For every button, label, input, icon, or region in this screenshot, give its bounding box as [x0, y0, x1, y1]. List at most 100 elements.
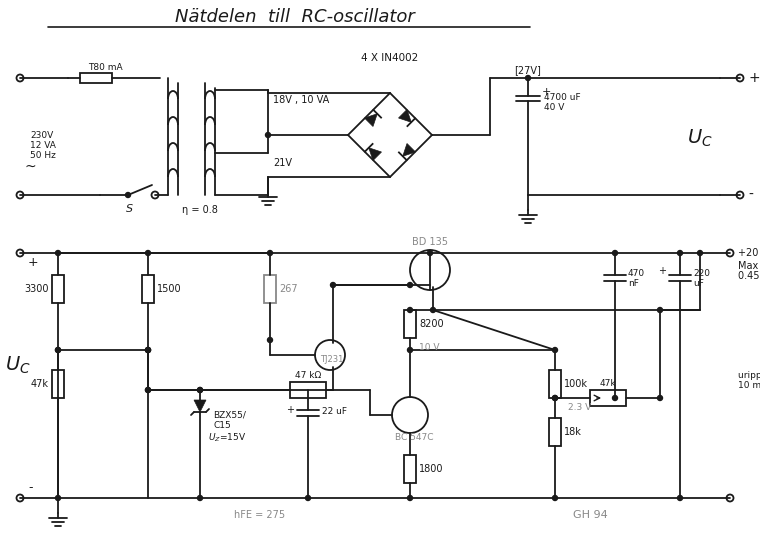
- Text: 0.45 A: 0.45 A: [738, 271, 760, 281]
- Text: 267: 267: [279, 284, 298, 294]
- Text: 47k: 47k: [600, 380, 616, 388]
- Text: 230V: 230V: [30, 130, 53, 140]
- Bar: [549, 418, 561, 446]
- Circle shape: [268, 250, 273, 256]
- Text: +20 V: +20 V: [738, 248, 760, 258]
- Text: ~: ~: [25, 160, 36, 174]
- Bar: [264, 275, 276, 303]
- Text: +: +: [748, 71, 760, 85]
- Text: 22 uF: 22 uF: [322, 407, 347, 416]
- Text: Max: Max: [738, 261, 758, 271]
- Circle shape: [306, 496, 311, 501]
- Text: 18V , 10 VA: 18V , 10 VA: [273, 95, 329, 105]
- Circle shape: [407, 282, 413, 287]
- Circle shape: [657, 395, 663, 401]
- Circle shape: [407, 348, 413, 352]
- Circle shape: [553, 496, 558, 501]
- Circle shape: [145, 388, 150, 393]
- Circle shape: [55, 250, 61, 256]
- Bar: [404, 310, 416, 338]
- Circle shape: [677, 496, 682, 501]
- Text: +: +: [286, 405, 294, 415]
- Text: BC 547C: BC 547C: [394, 433, 433, 441]
- Circle shape: [427, 250, 432, 256]
- Circle shape: [198, 496, 202, 501]
- Polygon shape: [194, 400, 206, 412]
- Text: 4700 uF: 4700 uF: [544, 93, 581, 103]
- Text: +: +: [28, 256, 39, 269]
- Text: 220: 220: [693, 268, 710, 277]
- Circle shape: [145, 348, 150, 352]
- Text: hFE = 275: hFE = 275: [234, 510, 286, 520]
- Circle shape: [657, 307, 663, 313]
- Circle shape: [698, 250, 702, 256]
- Circle shape: [553, 348, 558, 352]
- Text: 8200: 8200: [419, 319, 444, 329]
- Text: BD 135: BD 135: [412, 237, 448, 247]
- Text: Nätdelen  till  RC-oscillator: Nätdelen till RC-oscillator: [175, 8, 415, 26]
- Bar: [549, 370, 561, 398]
- Circle shape: [677, 250, 682, 256]
- Bar: [142, 275, 154, 303]
- Circle shape: [613, 250, 617, 256]
- Text: $U_C$: $U_C$: [687, 128, 713, 149]
- Circle shape: [268, 338, 273, 343]
- Circle shape: [145, 250, 150, 256]
- Text: -: -: [28, 482, 33, 495]
- Text: 1500: 1500: [157, 284, 182, 294]
- Text: 18k: 18k: [564, 427, 582, 437]
- Text: 2.3 V: 2.3 V: [568, 403, 591, 413]
- Circle shape: [553, 395, 558, 401]
- Text: C15: C15: [213, 421, 231, 431]
- Text: 40 V: 40 V: [544, 104, 565, 112]
- Polygon shape: [403, 143, 416, 156]
- Circle shape: [553, 395, 558, 401]
- Text: $U_C$: $U_C$: [5, 355, 31, 376]
- Circle shape: [613, 395, 617, 401]
- Text: 10 mV: 10 mV: [738, 381, 760, 389]
- Text: -: -: [748, 188, 753, 202]
- Text: uF: uF: [693, 279, 704, 287]
- Polygon shape: [369, 148, 382, 161]
- Text: 100k: 100k: [564, 379, 588, 389]
- Text: 12 VA: 12 VA: [30, 141, 56, 149]
- Circle shape: [430, 307, 435, 313]
- Bar: [52, 370, 64, 398]
- Text: S: S: [126, 204, 134, 214]
- Circle shape: [265, 132, 271, 137]
- Circle shape: [55, 348, 61, 352]
- Text: nF: nF: [628, 279, 639, 287]
- Bar: [404, 455, 416, 483]
- Circle shape: [525, 75, 530, 80]
- Text: 47k: 47k: [31, 379, 49, 389]
- Polygon shape: [365, 113, 377, 127]
- Text: 4 X IN4002: 4 X IN4002: [361, 53, 419, 63]
- Text: 21V: 21V: [273, 158, 292, 168]
- Bar: [52, 275, 64, 303]
- Text: TJ231: TJ231: [320, 356, 344, 364]
- Circle shape: [145, 348, 150, 352]
- Circle shape: [55, 496, 61, 501]
- Text: T80 mA: T80 mA: [87, 62, 122, 72]
- Circle shape: [198, 388, 202, 393]
- Text: GH 94: GH 94: [572, 510, 607, 520]
- Text: [27V]: [27V]: [515, 65, 541, 75]
- Text: +: +: [542, 87, 551, 97]
- Text: 470: 470: [628, 268, 645, 277]
- Circle shape: [55, 348, 61, 352]
- Circle shape: [331, 282, 335, 287]
- Text: BZX55/: BZX55/: [213, 411, 246, 420]
- Text: $U_Z$=15V: $U_Z$=15V: [208, 432, 246, 444]
- Circle shape: [145, 348, 150, 352]
- Circle shape: [145, 388, 150, 393]
- Circle shape: [198, 388, 202, 393]
- Text: 10 V: 10 V: [419, 344, 439, 352]
- Bar: [80, 73, 112, 83]
- Text: 1800: 1800: [419, 464, 444, 474]
- Bar: [290, 382, 326, 398]
- Text: 3300: 3300: [24, 284, 49, 294]
- Text: +: +: [658, 266, 666, 276]
- Text: η = 0.8: η = 0.8: [182, 205, 218, 215]
- Circle shape: [407, 307, 413, 313]
- Polygon shape: [398, 110, 411, 122]
